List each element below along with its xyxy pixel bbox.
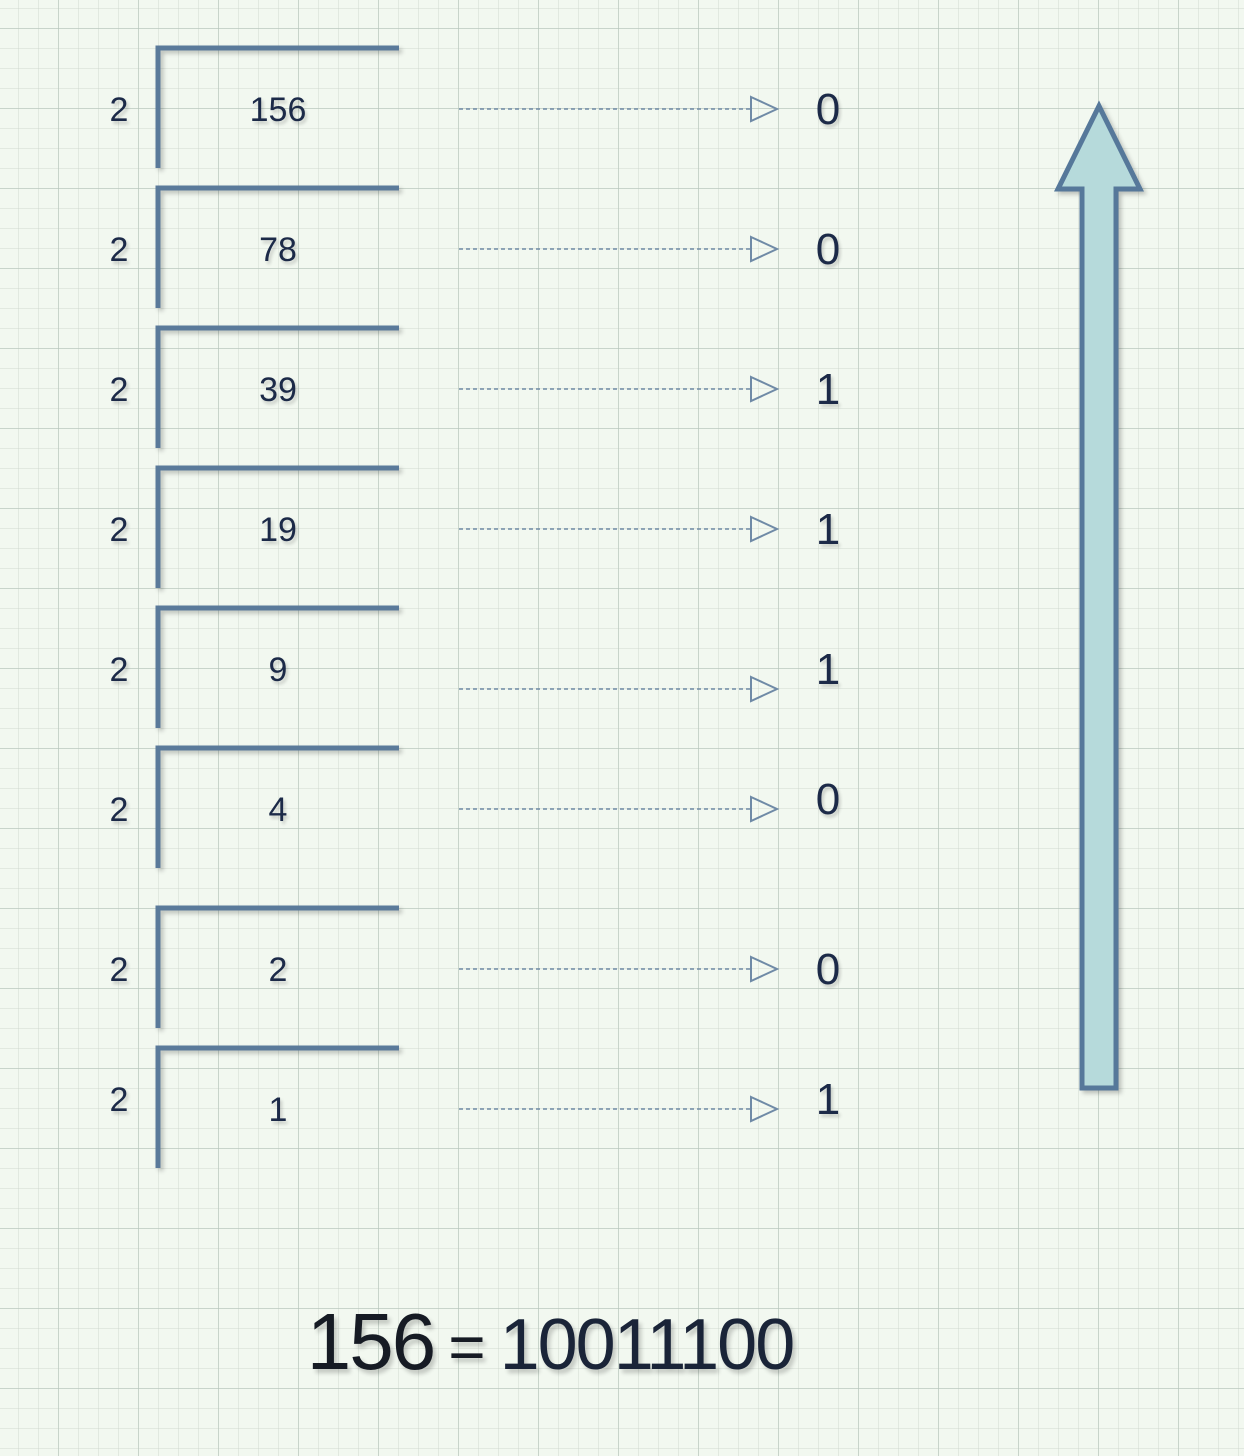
divisor-label: 2 xyxy=(109,651,129,689)
quotient-label: 78 xyxy=(259,231,297,269)
up-arrow-icon xyxy=(1053,100,1145,1091)
result-binary: 10011100 xyxy=(499,1305,796,1385)
arrow-head-icon xyxy=(750,675,780,703)
divisor-label: 2 xyxy=(109,231,129,269)
dashed-arrows xyxy=(459,95,780,1123)
quotient-label: 39 xyxy=(259,371,297,409)
arrow-head-icon xyxy=(750,235,780,263)
divisor-label: 2 xyxy=(109,1081,129,1119)
read-direction-arrow xyxy=(1053,100,1145,1091)
conversion-result: 156 = 10011100 xyxy=(0,1296,1100,1388)
division-bracket xyxy=(155,465,399,588)
division-bracket xyxy=(155,1045,399,1168)
division-bracket xyxy=(155,605,399,728)
division-bracket xyxy=(155,745,399,868)
arrow-head-icon xyxy=(750,955,780,983)
divisor-label: 2 xyxy=(109,791,129,829)
remainder-label: 1 xyxy=(815,1075,841,1124)
remainder-label: 0 xyxy=(815,775,841,824)
remainder-label: 0 xyxy=(815,85,841,134)
remainder-label: 0 xyxy=(815,945,841,994)
quotient-label: 19 xyxy=(259,511,297,549)
quotient-label: 9 xyxy=(268,651,288,689)
arrow-head-icon xyxy=(750,1095,780,1123)
division-bracket xyxy=(155,185,399,308)
quotient-label: 2 xyxy=(268,951,288,989)
division-bracket xyxy=(155,325,399,448)
quotient-label: 1 xyxy=(268,1091,288,1129)
quotient-label: 156 xyxy=(249,91,307,129)
remainder-label: 0 xyxy=(815,225,841,274)
division-bracket xyxy=(155,905,399,1028)
result-decimal: 156 xyxy=(306,1297,436,1386)
arrow-head-icon xyxy=(750,95,780,123)
arrow-head-icon xyxy=(750,515,780,543)
division-bracket xyxy=(155,45,399,168)
divisor-label: 2 xyxy=(109,371,129,409)
result-equals: = xyxy=(448,1311,486,1383)
quotient-label: 4 xyxy=(268,791,288,829)
remainder-label: 1 xyxy=(815,645,841,694)
divisor-label: 2 xyxy=(109,951,129,989)
remainder-label: 1 xyxy=(815,505,841,554)
divisor-label: 2 xyxy=(109,511,129,549)
arrow-head-icon xyxy=(750,795,780,823)
division-brackets xyxy=(155,45,399,1168)
divisor-label: 2 xyxy=(109,91,129,129)
arrow-head-icon xyxy=(750,375,780,403)
remainder-label: 1 xyxy=(815,365,841,414)
